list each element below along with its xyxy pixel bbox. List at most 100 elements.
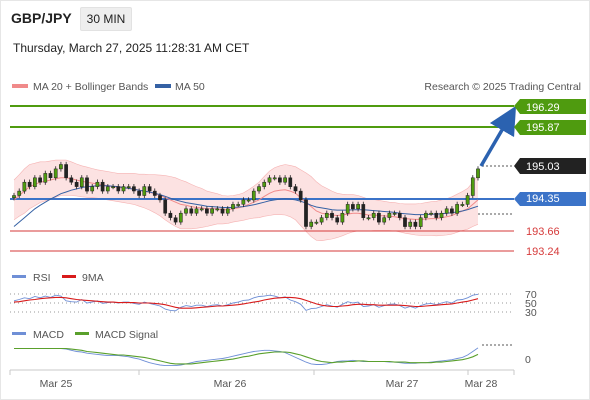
- candle-body: [324, 212, 329, 218]
- candle-body: [126, 186, 131, 189]
- ma50-legend-label: MA 50: [175, 81, 205, 93]
- candle-body: [231, 204, 235, 210]
- candle-body: [22, 181, 27, 192]
- candle-body: [17, 190, 22, 196]
- candle-body: [210, 208, 214, 214]
- s1-label: 193.66: [526, 226, 560, 238]
- candle-body: [158, 195, 162, 201]
- candle-body: [444, 208, 449, 214]
- candle-body: [12, 195, 16, 198]
- candle-body: [351, 204, 355, 210]
- candle-body: [272, 177, 277, 180]
- candle-body: [304, 199, 308, 227]
- timeframe-button[interactable]: 30 MIN: [80, 7, 132, 31]
- candle-body: [168, 212, 173, 218]
- bollinger-band-area: [14, 160, 478, 241]
- level-labels: 196.29 195.87 195.03 194.35 193.66 193.2…: [514, 99, 586, 258]
- candle-body: [48, 173, 53, 179]
- x-axis: Mar 25 Mar 26 Mar 27 Mar 28: [9, 369, 515, 390]
- rsi-70-label: 70: [525, 289, 537, 301]
- candle-body: [470, 177, 475, 196]
- candle-body: [288, 177, 293, 187]
- rsi-ma-legend-swatch: [62, 275, 76, 278]
- candle-body: [397, 212, 402, 218]
- rsi-legend-label: RSI: [33, 272, 51, 284]
- candle-body: [205, 208, 209, 214]
- macd-lines: [14, 347, 479, 367]
- candle-body: [194, 208, 199, 214]
- candle-body: [105, 186, 110, 192]
- ma50-legend-swatch: [155, 84, 171, 88]
- candle-body: [215, 208, 220, 211]
- candle-body: [100, 181, 105, 192]
- candle-body: [33, 177, 37, 187]
- r1-label: 195.87: [526, 122, 560, 134]
- candle-body: [476, 168, 480, 179]
- candle-body: [27, 181, 32, 187]
- macd-legend-label: MACD: [33, 329, 64, 341]
- credit-label: Research © 2025 Trading Central: [424, 81, 581, 93]
- candle-body: [121, 186, 126, 192]
- candle-body: [278, 177, 282, 183]
- candle-body: [283, 177, 287, 183]
- macd-line: [14, 347, 479, 367]
- candle-body: [429, 212, 433, 215]
- candle-body: [335, 217, 340, 223]
- instrument-title: GBP/JPY: [11, 10, 72, 26]
- candle-body: [309, 221, 314, 227]
- candle-body: [236, 204, 241, 206]
- candle-body: [319, 217, 324, 223]
- candle-body: [53, 168, 58, 179]
- rsi-lines: [13, 293, 479, 312]
- ma20-line: [13, 177, 479, 220]
- candlesticks: [12, 161, 480, 230]
- pivot-label-box: [514, 192, 586, 206]
- candle-body: [147, 186, 152, 192]
- candle-body: [137, 190, 141, 196]
- current-label: 195.03: [526, 161, 560, 173]
- candle-body: [465, 195, 470, 205]
- timestamp: Thursday, March 27, 2025 11:28:31 AM CET: [13, 41, 250, 55]
- current-label-box: [514, 158, 586, 174]
- candle-body: [408, 221, 413, 227]
- macd-signal-legend-label: MACD Signal: [95, 329, 158, 341]
- candle-body: [345, 204, 350, 214]
- candle-body: [152, 190, 157, 196]
- bollinger-lower-line: [13, 195, 479, 242]
- forecast-arrow: [479, 105, 517, 167]
- macd-legend: MACD MACD Signal: [12, 329, 158, 341]
- candle-body: [267, 177, 272, 183]
- candle-body: [116, 186, 121, 192]
- candle-body: [173, 217, 178, 223]
- macd-signal-legend-swatch: [75, 332, 89, 335]
- candle-body: [439, 212, 444, 218]
- candle-body: [184, 208, 188, 214]
- candle-body: [424, 212, 428, 218]
- candle-body: [450, 208, 454, 214]
- candle-body: [387, 212, 392, 218]
- candle-body: [434, 212, 439, 218]
- ma20-legend-label: MA 20 + Bollinger Bands: [33, 81, 148, 93]
- candle-body: [220, 208, 225, 214]
- rsi-legend-swatch: [12, 275, 26, 278]
- candle-body: [382, 217, 387, 223]
- candle-body: [59, 164, 63, 170]
- x-label-mar26: Mar 26: [214, 378, 247, 390]
- candle-body: [356, 204, 360, 210]
- candle-body: [246, 199, 251, 202]
- rsi-50-label: 50: [525, 298, 537, 310]
- candle-body: [314, 221, 319, 224]
- ma20-legend-swatch: [12, 84, 28, 88]
- rsi-legend: RSI 9MA: [12, 272, 104, 284]
- candle-body: [251, 190, 256, 201]
- bollinger-upper-line: [13, 159, 479, 205]
- candle-body: [330, 212, 334, 218]
- x-label-mar25: Mar 25: [40, 378, 73, 390]
- candle-body: [455, 204, 459, 214]
- candle-body: [43, 173, 48, 183]
- rsi-guides: 70 50 30: [10, 289, 537, 319]
- pivot-label: 194.35: [526, 193, 560, 205]
- candle-body: [95, 181, 100, 187]
- rsi-30-label: 30: [525, 307, 537, 319]
- main-legend: MA 20 + Bollinger Bands MA 50 Research ©…: [12, 81, 581, 93]
